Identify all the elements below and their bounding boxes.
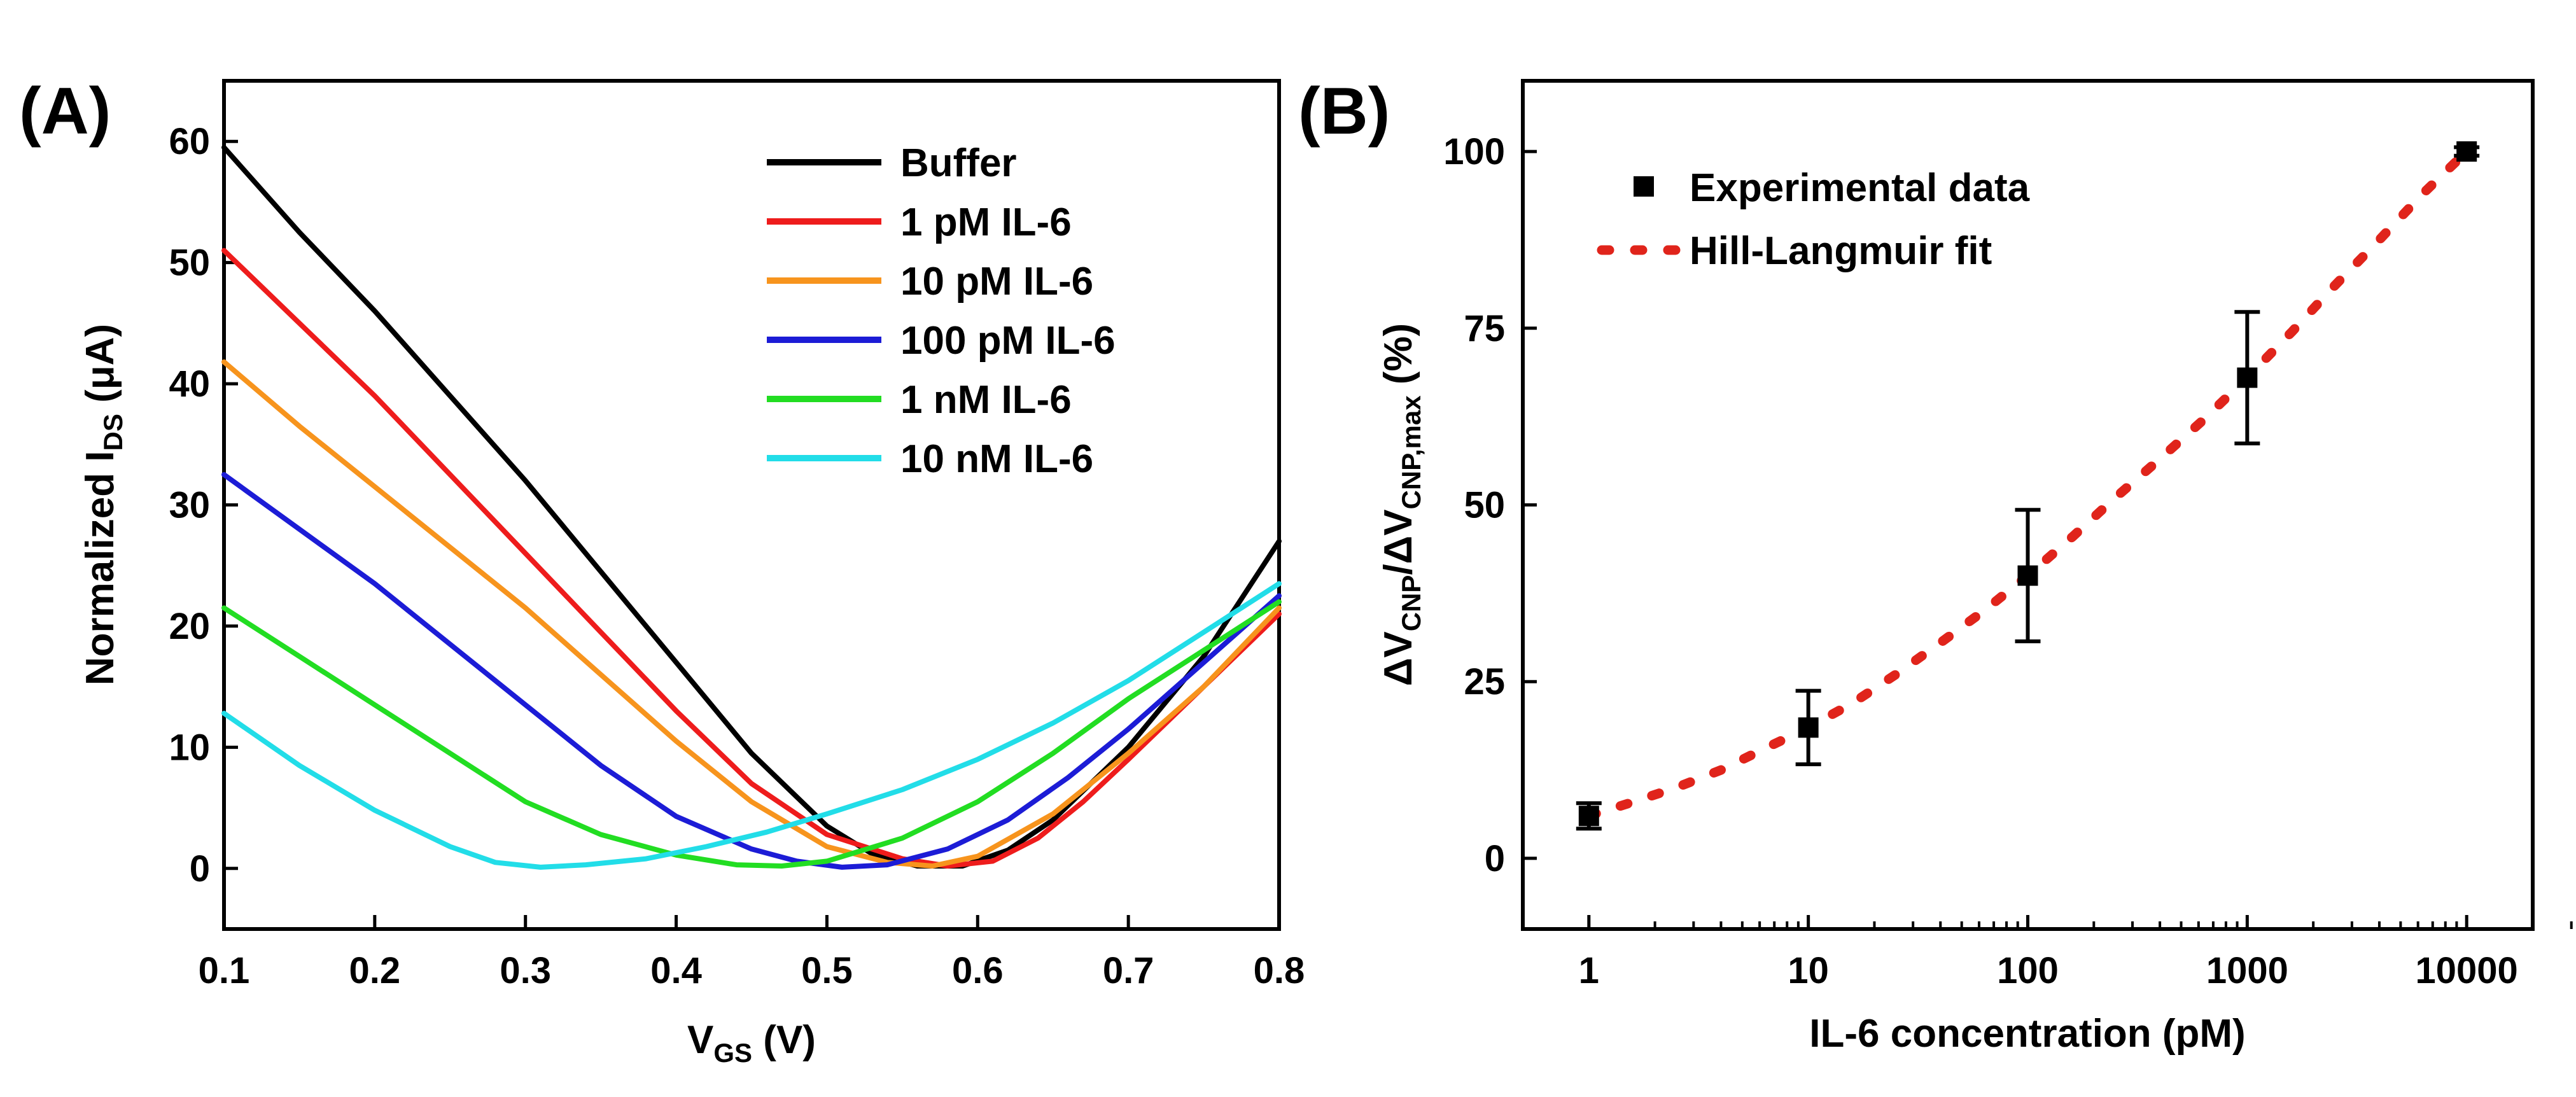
panel-a-y-tick-label: 10 [169, 727, 210, 768]
data-marker [2456, 141, 2477, 162]
legend-label-fit: Hill-Langmuir fit [1690, 229, 1992, 273]
panel-a-x-tick-label: 0.2 [349, 950, 401, 991]
panel-a-ticks: 0.1 0.2 0.3 0.4 0.5 0.6 0.7 0.8 0 10 20 30 40 50 60 [169, 121, 1305, 991]
legend-label-2: 10 pM IL-6 [900, 260, 1093, 304]
panel-a-y-tick-label: 0 [190, 848, 210, 890]
legend-label-3: 100 pM IL-6 [900, 319, 1116, 363]
data-point-3 [2234, 310, 2260, 445]
panel-a-x-tick-label: 0.8 [1254, 950, 1305, 991]
series-line-3 [221, 472, 1282, 870]
series-line-5 [221, 581, 1282, 870]
series-line-4 [221, 599, 1282, 869]
panel-a-y-tick-label: 30 [169, 485, 210, 526]
series-line-1 [221, 248, 1282, 869]
panel-a-x-tick-label: 0.3 [500, 950, 551, 991]
panel-a-y-tick-label: 50 [169, 242, 210, 284]
panel-a-legend: Buffer 1 pM IL-6 10 pM IL-6 100 pM IL-6 1 nM… [767, 141, 1116, 481]
panel-a-y-tick-label: 20 [169, 606, 210, 647]
panel-a-x-tick-label: 0.1 [199, 950, 250, 991]
panel-b-legend: Experimental data Hill-Langmuir fit [1597, 166, 2030, 273]
panel-b-ylabel-sub1: CNP [1396, 575, 1426, 632]
panel-a-x-tick-label: 0.7 [1103, 950, 1154, 991]
legend-label-0: Buffer [900, 141, 1017, 185]
panel-b-label: (B) [1298, 74, 1390, 148]
panel-a-label: (A) [19, 74, 111, 148]
panel-b-ylabel-pre: ΔV [1376, 631, 1420, 686]
panel-b-x-axis-title: IL-6 concentration (pM) [1809, 1012, 2245, 1056]
panel-a-y-axis-title: Normalized IDS (μA) [78, 324, 128, 685]
panel-b-x-tick-label: 1 [1579, 950, 1599, 991]
data-point-2 [2015, 508, 2041, 643]
panel-a-x-axis-title: VGS (V) [687, 1018, 816, 1068]
panel-a-y-tick-label: 60 [169, 121, 210, 162]
panel-a-xlabel-sub: GS [713, 1038, 752, 1068]
series-line-2 [221, 359, 1282, 869]
panel-b-ylabel-mid: /ΔV [1376, 509, 1420, 575]
panel-a-xlabel-unit: (V) [752, 1018, 816, 1062]
panel-b-ticks: 1 10 100 1000 10000 0 25 50 75 100 [1443, 131, 2573, 991]
panel-b-ylabel-sub2: CNP,max [1396, 395, 1426, 510]
panel-b-y-tick-label: 100 [1443, 131, 1505, 172]
panel-a-x-tick-label: 0.6 [952, 950, 1004, 991]
panel-a-ylabel-sub: DS [98, 414, 128, 451]
data-marker [2237, 367, 2258, 388]
legend-label-experimental: Experimental data [1690, 166, 2030, 210]
panel-a-ylabel-unit: (μA) [78, 324, 122, 414]
legend-marker-experimental [1634, 176, 1654, 197]
panel-b-y-tick-label: 75 [1464, 308, 1505, 349]
panel-a-xlabel-main: V [687, 1018, 713, 1062]
data-marker [2017, 565, 2038, 586]
data-point-1 [1795, 688, 1821, 767]
panel-b-x-tick-label: 100 [1997, 950, 2059, 991]
panel-a-x-tick-label: 0.4 [650, 950, 702, 991]
panel-b-x-tick-label: 10 [1788, 950, 1829, 991]
data-point-0 [1576, 801, 1602, 831]
legend-label-4: 1 nM IL-6 [900, 378, 1072, 422]
panel-b-y-axis-title: ΔVCNP/ΔVCNP,max (%) [1376, 323, 1426, 686]
data-point-4 [2454, 141, 2480, 162]
panel-b-y-tick-label: 50 [1464, 485, 1505, 526]
legend-label-1: 1 pM IL-6 [900, 200, 1072, 244]
panel-b-ylabel-post: (%) [1376, 323, 1420, 396]
panel-b-points [1576, 141, 2480, 831]
panel-b-y-tick-label: 25 [1464, 661, 1505, 702]
panel-a-ylabel-main: Normalized I [78, 451, 122, 685]
data-marker [1578, 806, 1599, 827]
panel-b-x-tick-label: 1000 [2206, 950, 2288, 991]
panel-b-x-tick-label: 10000 [2416, 950, 2518, 991]
panel-a-x-tick-label: 0.5 [801, 950, 853, 991]
data-marker [1798, 717, 1819, 738]
panel-a-series [221, 144, 1282, 870]
panel-a-y-tick-label: 40 [169, 363, 210, 405]
legend-label-5: 10 nM IL-6 [900, 437, 1093, 481]
panel-b-y-tick-label: 0 [1485, 838, 1505, 879]
